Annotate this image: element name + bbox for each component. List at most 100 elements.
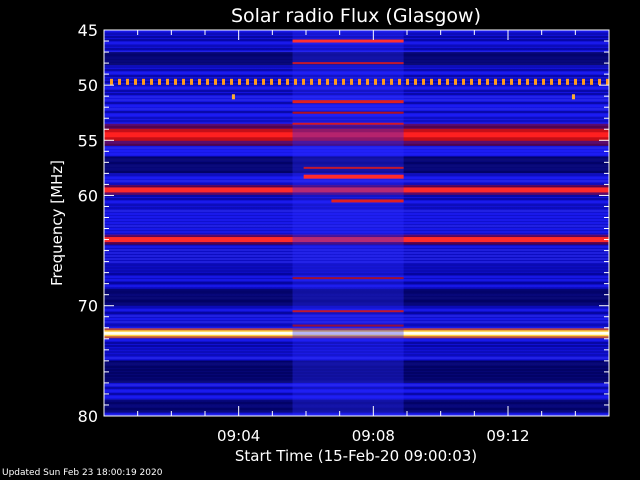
- dot-mark: [478, 78, 481, 85]
- burst-line: [303, 174, 404, 179]
- texture-stripe: [104, 339, 609, 341]
- dot-mark: [606, 78, 609, 85]
- y-axis: 45 50 55 60 70 80: [78, 21, 609, 426]
- texture-stripe: [104, 36, 609, 38]
- x-tick-label: 09:08: [352, 427, 395, 445]
- dot-mark: [254, 78, 257, 85]
- texture-stripe: [104, 33, 609, 35]
- texture-stripe: [104, 390, 609, 392]
- texture-stripe: [104, 288, 609, 290]
- texture-stripe: [104, 207, 609, 209]
- emission-band: [104, 331, 609, 335]
- dot-mark: [358, 78, 361, 85]
- texture-stripe: [104, 315, 609, 317]
- dot-mark: [446, 78, 449, 85]
- dot-mark: [302, 78, 305, 85]
- dot-mark: [422, 78, 425, 85]
- burst-line: [292, 100, 404, 104]
- texture-stripe: [104, 117, 609, 119]
- plot-area: [103, 29, 610, 417]
- texture-stripe: [104, 78, 609, 80]
- dot-mark: [134, 78, 137, 85]
- texture-stripe: [104, 87, 609, 89]
- dot-mark: [190, 78, 193, 85]
- dot-mark: [334, 78, 337, 85]
- dot-mark: [294, 78, 297, 85]
- dot-mark: [366, 78, 369, 85]
- texture-stripe: [104, 45, 609, 47]
- x-axis: 09:04 09:08 09:12: [103, 30, 610, 445]
- texture-stripe: [104, 183, 609, 185]
- dot-mark: [382, 78, 385, 85]
- texture-stripe: [104, 84, 609, 86]
- texture-stripe: [104, 342, 609, 344]
- dark-band: [104, 399, 609, 413]
- emission-band: [104, 237, 609, 243]
- dot-mark: [310, 78, 313, 85]
- dot-mark: [142, 78, 145, 85]
- burst-line: [292, 62, 404, 65]
- dot-mark: [158, 78, 161, 85]
- texture-stripe: [104, 105, 609, 107]
- dot-mark: [526, 78, 529, 85]
- dot-mark: [214, 78, 217, 85]
- texture-stripe: [104, 51, 609, 53]
- texture-stripe: [104, 267, 609, 269]
- dot-mark: [574, 78, 577, 85]
- texture-stripe: [104, 150, 609, 152]
- texture-stripe: [104, 180, 609, 182]
- x-axis-label: Start Time (15-Feb-20 09:00:03): [235, 447, 477, 465]
- dot-mark: [390, 78, 393, 85]
- texture-stripe: [104, 225, 609, 227]
- texture-stripe: [104, 282, 609, 284]
- dot-mark: [542, 78, 545, 85]
- dark-band: [104, 289, 609, 306]
- dot-mark: [598, 78, 601, 85]
- burst-lines: [292, 39, 404, 327]
- dot-mark: [342, 78, 345, 85]
- y-tick-label: 70: [78, 297, 98, 316]
- dot-mark: [118, 78, 121, 85]
- texture-stripe: [104, 231, 609, 233]
- texture-stripe: [104, 261, 609, 263]
- dark-band: [104, 52, 609, 66]
- dot-mark: [438, 78, 441, 85]
- dot-mark: [398, 78, 401, 85]
- texture-stripe: [104, 93, 609, 95]
- texture-stripe: [104, 75, 609, 77]
- texture-stripe: [104, 246, 609, 248]
- texture-stripe: [104, 306, 609, 308]
- dot-mark: [174, 78, 177, 85]
- dot-mark: [550, 78, 553, 85]
- texture-stripe: [104, 393, 609, 395]
- texture-stripe: [104, 249, 609, 251]
- dot-mark: [510, 78, 513, 85]
- dot-mark: [206, 78, 209, 85]
- burst-line: [292, 310, 404, 313]
- dot-mark: [566, 78, 569, 85]
- texture-stripe: [104, 30, 609, 32]
- heatmap-bands: [104, 123, 609, 339]
- texture-stripe: [104, 264, 609, 266]
- dot-mark: [238, 78, 241, 85]
- burst-line: [331, 199, 404, 203]
- dot-mark: [494, 78, 497, 85]
- dot-mark: [350, 78, 353, 85]
- texture-stripe: [104, 327, 609, 329]
- texture-stripe: [104, 48, 609, 50]
- dot-mark: [198, 78, 201, 85]
- texture-stripe: [104, 210, 609, 212]
- burst-line: [292, 122, 404, 125]
- dot-mark: [231, 94, 235, 100]
- dot-mark: [462, 78, 465, 85]
- dot-mark: [182, 78, 185, 85]
- dot-mark: [558, 78, 561, 85]
- dot-mark: [406, 78, 409, 85]
- texture-stripe: [104, 81, 609, 83]
- dot-mark: [414, 78, 417, 85]
- texture-stripe: [104, 219, 609, 221]
- texture-stripe: [104, 108, 609, 110]
- texture-stripe: [104, 114, 609, 116]
- y-tick-label: 50: [78, 76, 98, 95]
